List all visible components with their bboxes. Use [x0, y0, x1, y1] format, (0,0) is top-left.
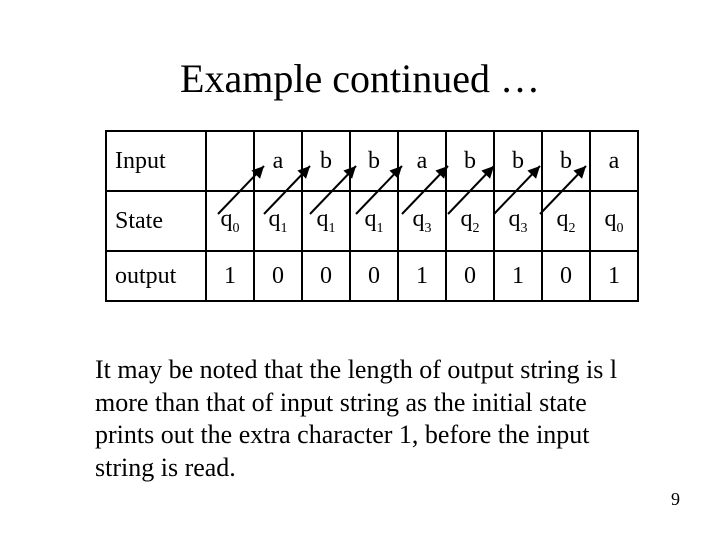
input-cell: b: [350, 131, 398, 191]
input-cell: b: [542, 131, 590, 191]
row-state: State q0 q1 q1 q1 q3 q2 q3 q2 q0: [106, 191, 638, 251]
output-cell: 0: [446, 251, 494, 301]
page-number: 9: [671, 489, 680, 510]
output-cell: 1: [494, 251, 542, 301]
label-state: State: [106, 191, 206, 251]
state-cell: q3: [398, 191, 446, 251]
blank-cell: [206, 131, 254, 191]
note-text: It may be noted that the length of outpu…: [95, 354, 635, 484]
input-cell: a: [398, 131, 446, 191]
state-cell: q2: [542, 191, 590, 251]
slide: Example continued … Input a b b a b b b …: [0, 0, 720, 540]
state-cell: q3: [494, 191, 542, 251]
state-cell: q1: [302, 191, 350, 251]
input-cell: b: [494, 131, 542, 191]
state-cell: q2: [446, 191, 494, 251]
input-cell: a: [590, 131, 638, 191]
output-cell: 1: [398, 251, 446, 301]
state-cell: q0: [206, 191, 254, 251]
output-cell: 1: [206, 251, 254, 301]
label-output: output: [106, 251, 206, 301]
state-cell: q1: [350, 191, 398, 251]
state-table: Input a b b a b b b a State q0 q1 q1 q1 …: [105, 130, 639, 302]
row-input: Input a b b a b b b a: [106, 131, 638, 191]
table: Input a b b a b b b a State q0 q1 q1 q1 …: [105, 130, 639, 302]
label-input: Input: [106, 131, 206, 191]
input-cell: b: [446, 131, 494, 191]
output-cell: 0: [302, 251, 350, 301]
output-cell: 0: [542, 251, 590, 301]
state-cell: q0: [590, 191, 638, 251]
output-cell: 0: [350, 251, 398, 301]
state-cell: q1: [254, 191, 302, 251]
output-cell: 1: [590, 251, 638, 301]
output-cell: 0: [254, 251, 302, 301]
input-cell: a: [254, 131, 302, 191]
row-output: output 1 0 0 0 1 0 1 0 1: [106, 251, 638, 301]
slide-title: Example continued …: [0, 55, 720, 102]
input-cell: b: [302, 131, 350, 191]
